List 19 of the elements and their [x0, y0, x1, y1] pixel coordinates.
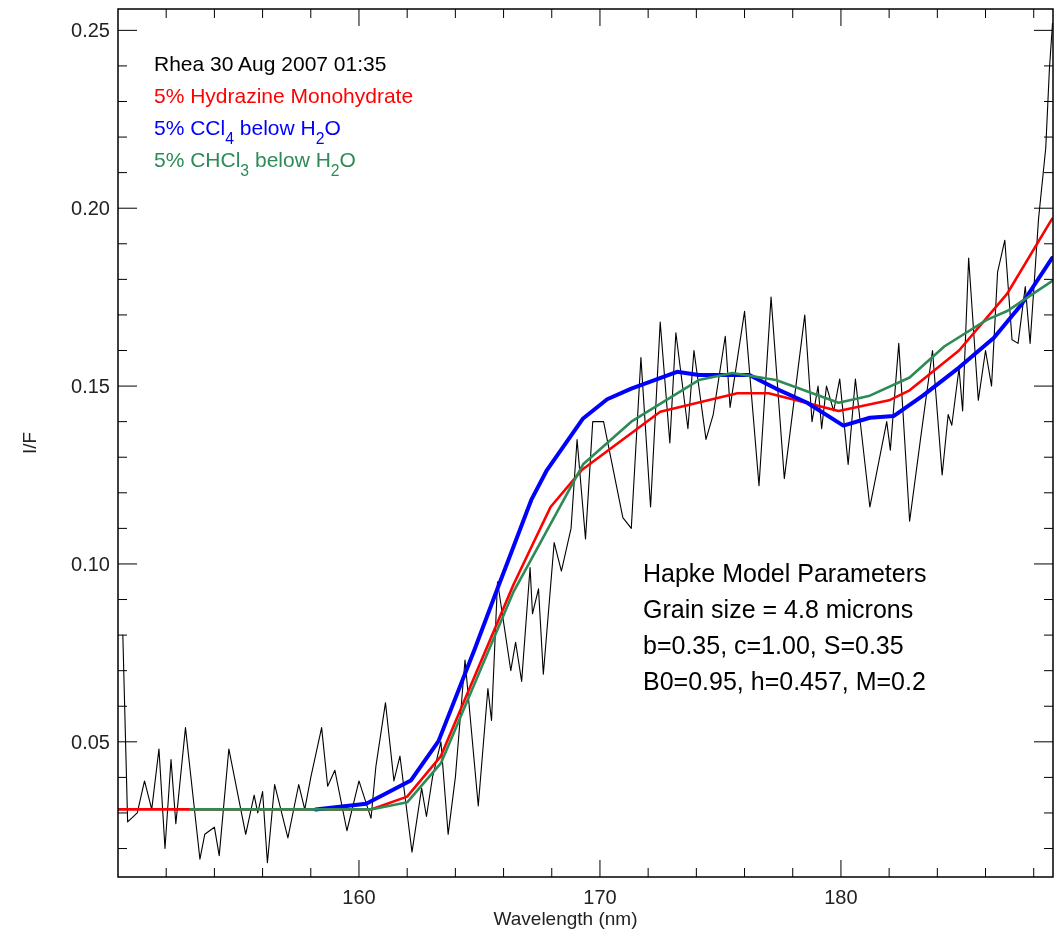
x-axis-title: Wavelength (nm)	[493, 908, 638, 929]
y-tick-label: 0.10	[71, 552, 110, 575]
annotation: Grain size = 4.8 microns	[643, 595, 914, 623]
annotation: Hapke Model Parameters	[643, 559, 927, 587]
text: 5% CCl$_{4}$ below H$_{2}$O	[154, 116, 341, 147]
text: 5% CHCl$_{3}$ below H$_{2}$O	[154, 148, 356, 179]
annotation: B0=0.95, h=0.457, M=0.2	[643, 667, 926, 695]
y-tick-label: 0.20	[71, 197, 110, 220]
y-tick-label: 0.15	[71, 375, 110, 398]
x-tick-label: 160	[342, 886, 376, 908]
x-tick-label: 170	[583, 886, 617, 908]
text: Rhea 30 Aug 2007 01:35	[154, 52, 387, 75]
line-series	[188, 279, 1053, 811]
y-axis-title: I/F	[19, 431, 40, 455]
y-tick-label: 0.25	[71, 19, 110, 42]
y-tick-label: 0.05	[71, 730, 110, 753]
text: 5% Hydrazine Monohydrate	[154, 84, 414, 107]
annotation: b=0.35, c=1.00, S=0.35	[643, 631, 904, 659]
x-tick-label: 180	[824, 886, 858, 908]
